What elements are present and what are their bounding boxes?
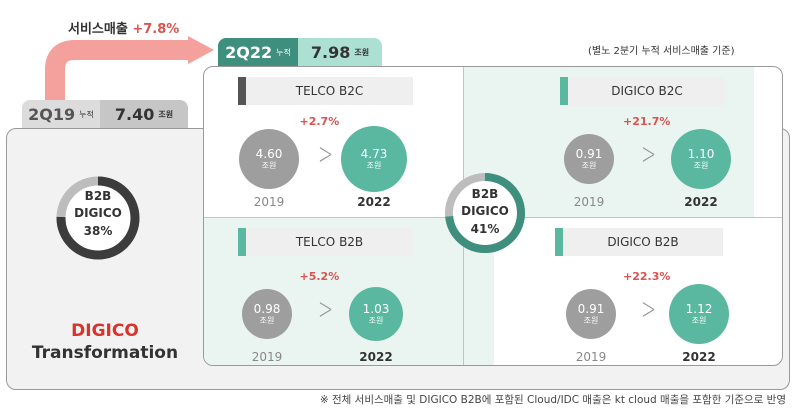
growth-text: 서비스매출 — [68, 22, 128, 37]
left-donut-arc — [56, 176, 140, 260]
year-2022: 2022 — [682, 350, 716, 364]
unit: 조원 — [368, 316, 384, 326]
tab-2q22-value: 7.98 조원 — [298, 38, 382, 66]
basis-note: (별노 2분기 누적 서비스매출 기준) — [588, 46, 735, 57]
period: 2Q22 — [225, 42, 273, 62]
line1: B2B — [471, 187, 499, 201]
quadrant-title: DIGICO B2C — [568, 77, 726, 105]
line2: DIGICO — [461, 204, 509, 219]
value: 4.73 — [360, 147, 388, 161]
transformation-word: Transformation — [31, 343, 179, 364]
tab-2q19-value: 7.40 조원 — [100, 100, 188, 128]
quadrant-title: DIGICO B2B — [563, 228, 723, 256]
growth-pct: +5.2% — [299, 270, 340, 283]
left-donut — [56, 176, 140, 260]
marker — [238, 228, 246, 256]
growth-pct: +7.8% — [132, 22, 180, 37]
chevron-right-icon: > — [641, 137, 657, 172]
chevron-right-icon: > — [317, 292, 333, 327]
unit: 조원 — [366, 161, 382, 171]
marker — [555, 228, 563, 256]
quadrant-title: TELCO B2B — [246, 228, 413, 256]
growth-pct: +2.7% — [299, 115, 340, 128]
unit: 조원 — [261, 161, 277, 171]
growth-pct: +22.3% — [623, 270, 671, 283]
value: 1.12 — [685, 302, 713, 316]
tab-2q22-period: 2Q22 누적 — [218, 38, 298, 66]
value: 7.40 — [114, 104, 155, 124]
period: 2Q19 — [28, 104, 76, 124]
left-donut-label: B2B DIGICO 38% — [56, 188, 140, 240]
value-2022-circle: 1.12 조원 — [669, 284, 729, 344]
marker — [238, 77, 246, 105]
unit: 조원 — [693, 161, 709, 171]
pct: 38% — [83, 223, 113, 238]
tab-2q19-period: 2Q19 누적 — [22, 100, 100, 128]
pct: 41% — [470, 221, 500, 236]
unit: 조원 — [583, 316, 599, 326]
year-2019: 2019 — [575, 350, 607, 364]
quadrant: DIGICO B2B +22.3% 0.91 조원 > 1.12 조원 2019 2… — [464, 218, 754, 365]
center-donut-arc — [445, 173, 525, 253]
2022-panel: TELCO B2C +2.7% 4.60 조원 > 4.73 조원 2019 202… — [203, 66, 783, 366]
value-2019-circle: 0.91 조원 — [564, 134, 614, 184]
transformation-title: DIGICO Transformation — [10, 320, 200, 364]
digico-word: DIGICO — [71, 321, 139, 341]
unit: 조원 — [581, 161, 597, 171]
value: 1.10 — [687, 147, 715, 161]
quadrant: TELCO B2B +5.2% 0.98 조원 > 1.03 조원 2019 202… — [204, 218, 494, 365]
value: 0.91 — [577, 302, 605, 316]
value-2019-circle: 0.98 조원 — [242, 289, 292, 339]
growth-pct: +21.7% — [623, 115, 671, 128]
value-2019-circle: 4.60 조원 — [239, 129, 299, 189]
line2: DIGICO — [74, 206, 122, 221]
year-2019: 2019 — [251, 350, 283, 364]
year-2022: 2022 — [359, 350, 393, 364]
center-donut-label: B2B DIGICO 41% — [444, 186, 526, 238]
unit: 조원 — [691, 316, 707, 326]
period-sub: 누적 — [79, 109, 94, 119]
unit: 조원 — [259, 316, 275, 326]
year-2019: 2019 — [573, 195, 605, 209]
value: 7.98 — [310, 42, 351, 62]
value: 0.91 — [575, 147, 603, 161]
value: 4.60 — [255, 147, 283, 161]
year-2022: 2022 — [684, 195, 718, 209]
quadrant-title: TELCO B2C — [246, 77, 413, 105]
value-2022-circle: 1.10 조원 — [671, 129, 731, 189]
center-donut — [445, 173, 525, 253]
footnote: ※ 전체 서비스매출 및 DIGICO B2B에 포함된 Cloud/IDC 매… — [319, 394, 786, 406]
period-sub: 누적 — [276, 47, 291, 57]
value-2022-circle: 1.03 조원 — [349, 287, 403, 341]
quadrant: TELCO B2C +2.7% 4.60 조원 > 4.73 조원 2019 202… — [204, 67, 494, 217]
service-growth-label: 서비스매출 +7.8% — [68, 18, 179, 37]
chevron-right-icon: > — [641, 292, 657, 327]
marker — [560, 77, 568, 105]
unit: 조원 — [158, 109, 174, 119]
value-2019-circle: 0.91 조원 — [566, 289, 616, 339]
chevron-right-icon: > — [317, 137, 333, 172]
value: 1.03 — [362, 302, 390, 316]
line1: B2B — [84, 189, 112, 203]
value: 0.98 — [253, 302, 281, 316]
year-2022: 2022 — [357, 195, 391, 209]
unit: 조원 — [354, 47, 370, 57]
value-2022-circle: 4.73 조원 — [341, 126, 407, 192]
year-2019: 2019 — [253, 195, 285, 209]
